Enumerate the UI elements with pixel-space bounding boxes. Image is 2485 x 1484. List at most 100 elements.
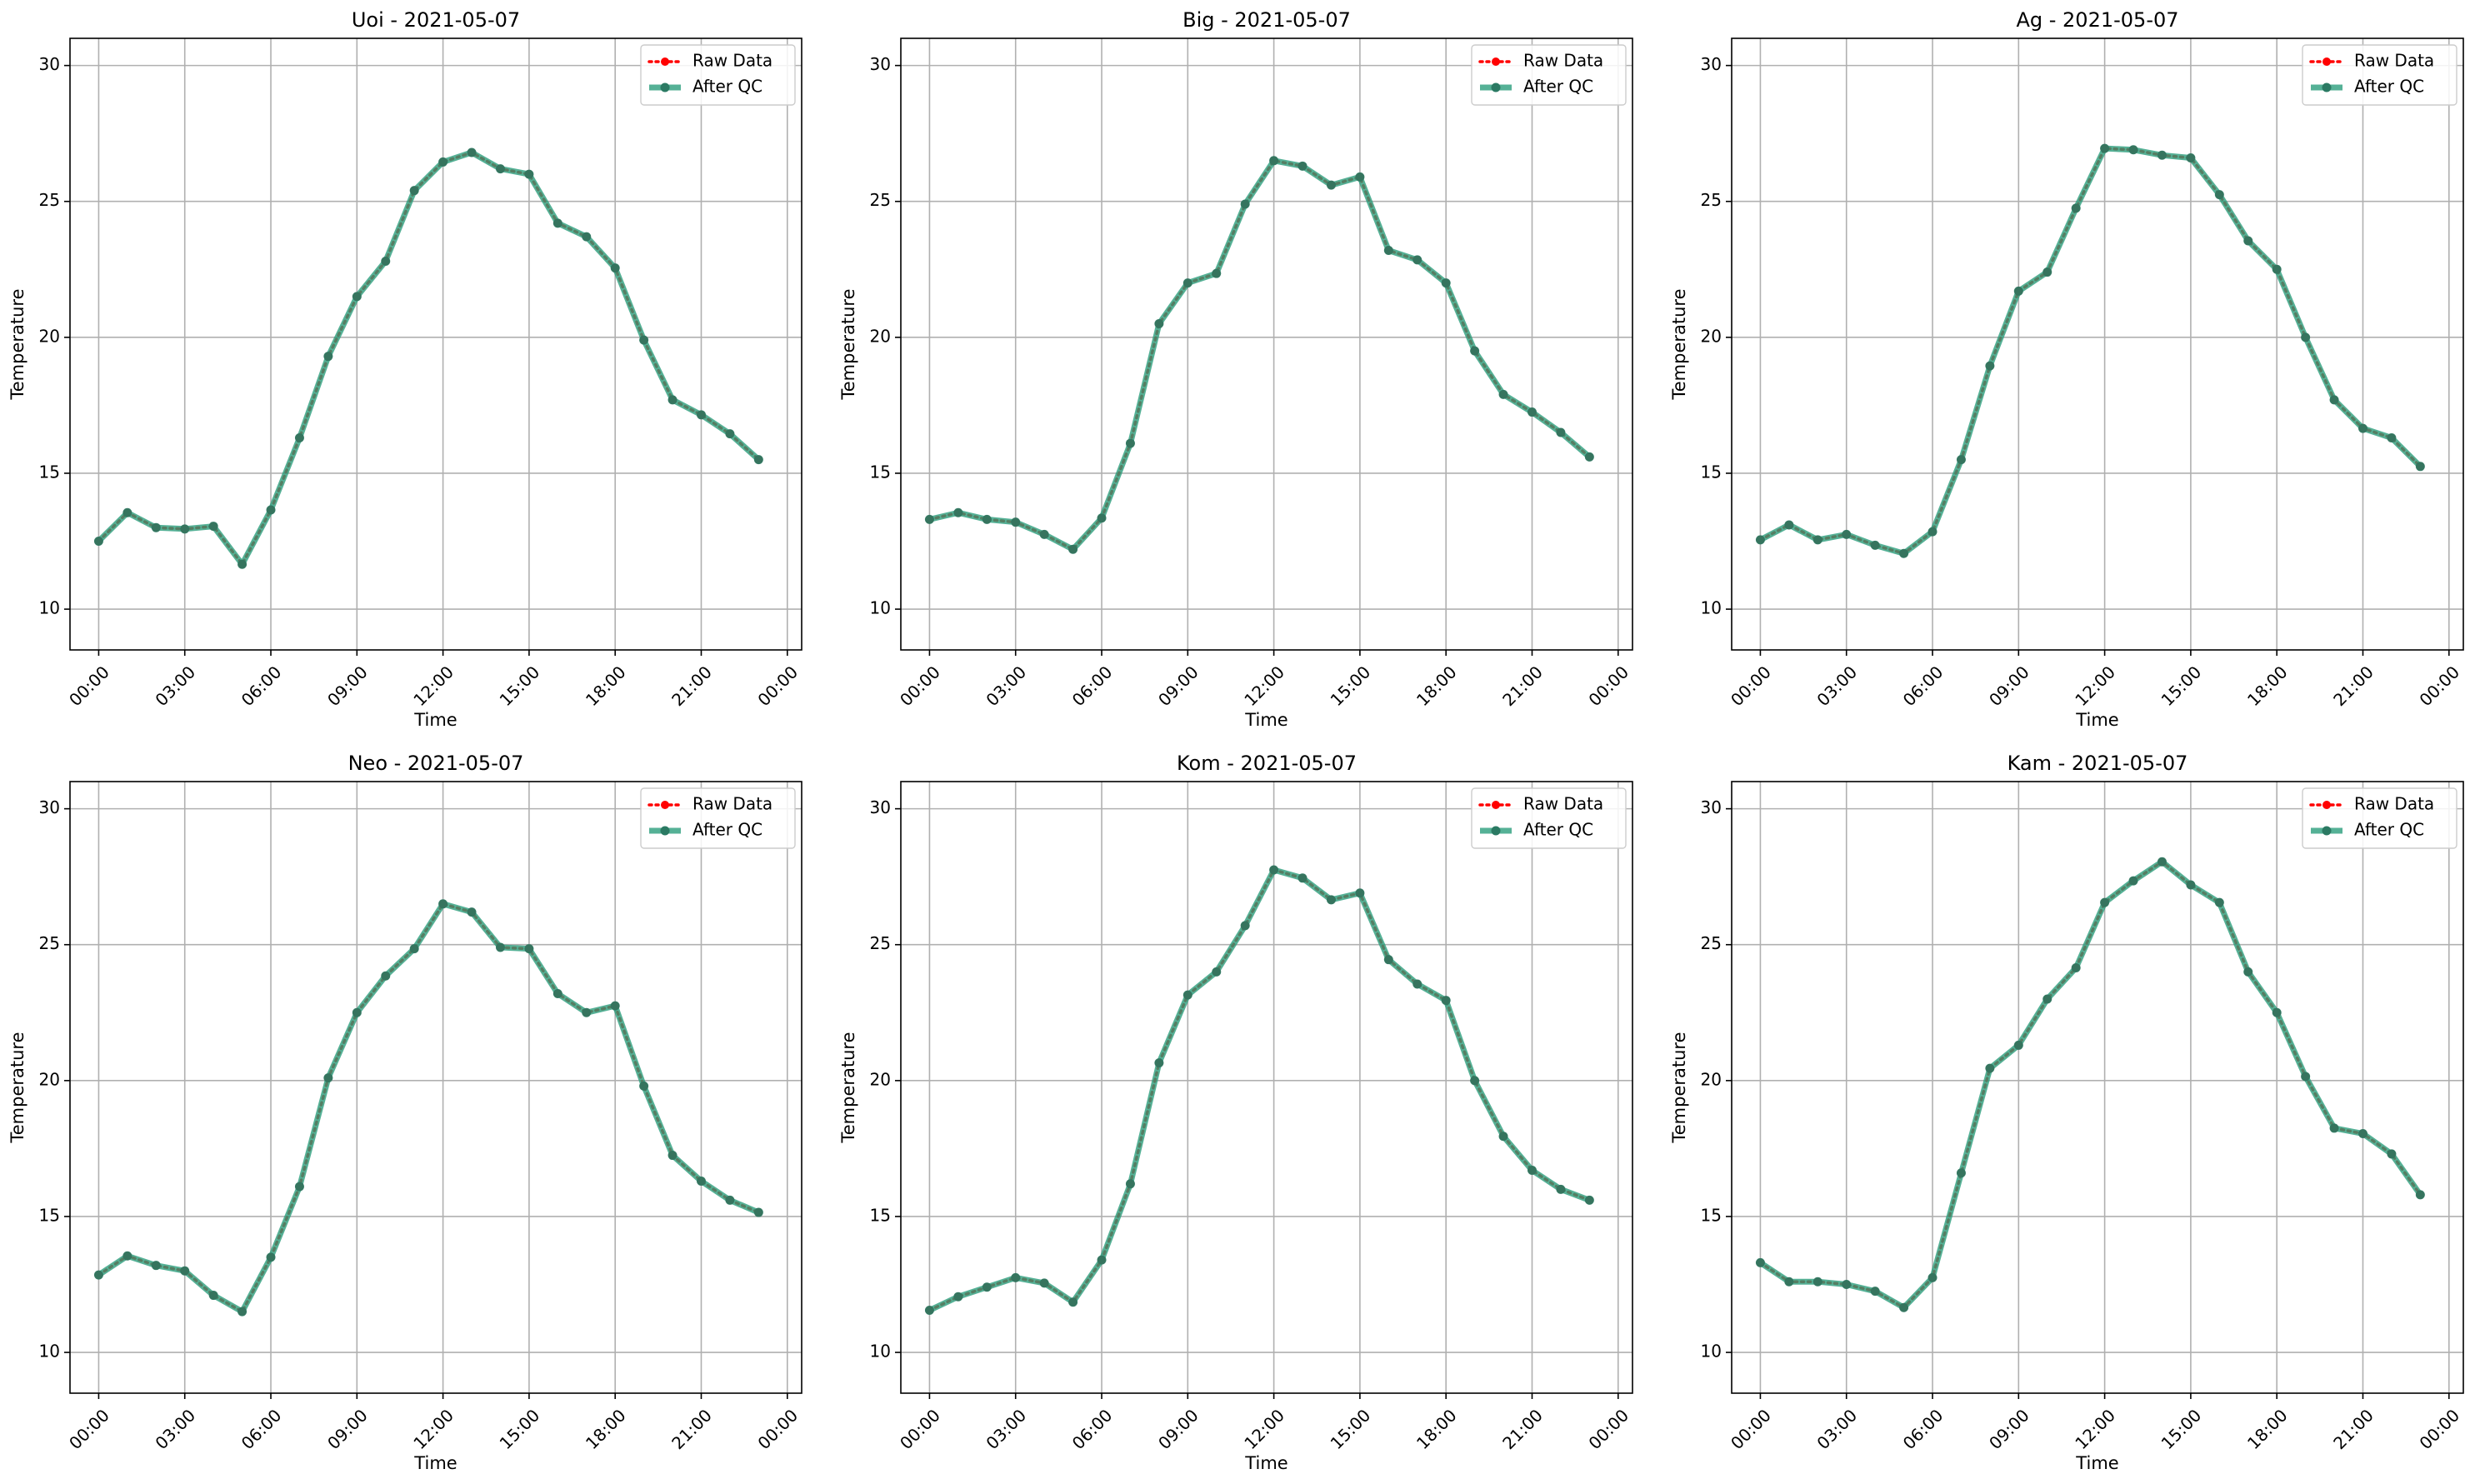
- x-tick-label: 21:00: [668, 1405, 716, 1453]
- y-tick-label: 15: [39, 462, 60, 482]
- data-point-after-qc: [1097, 513, 1107, 523]
- legend-marker-raw-data: [2322, 57, 2331, 66]
- data-point-after-qc: [1956, 455, 1966, 465]
- x-tick-label: 00:00: [753, 1405, 802, 1453]
- data-point-after-qc: [1498, 389, 1508, 399]
- data-point-after-qc: [2013, 286, 2023, 296]
- legend-label-after-qc: After QC: [692, 77, 762, 97]
- data-point-after-qc: [1441, 996, 1451, 1006]
- legend: Raw Data After QC: [2302, 787, 2458, 849]
- data-point-after-qc: [1326, 895, 1336, 905]
- data-point-after-qc: [409, 186, 419, 196]
- y-tick-label: 15: [870, 1205, 891, 1225]
- x-axis-label: Time: [1244, 1453, 1288, 1473]
- data-point-after-qc: [610, 1001, 620, 1011]
- series-line-after-qc: [95, 149, 762, 567]
- y-tick-label: 10: [870, 598, 891, 618]
- data-point-after-qc: [639, 1081, 649, 1091]
- data-point-after-qc: [438, 157, 448, 167]
- data-point-after-qc: [1269, 865, 1279, 875]
- legend-label-raw-data: Raw Data: [1523, 794, 1603, 814]
- data-point-after-qc: [1985, 361, 1995, 371]
- data-point-after-qc: [1039, 1278, 1049, 1288]
- x-tick-label: 21:00: [2329, 662, 2378, 710]
- x-tick-label: 09:00: [323, 662, 372, 710]
- y-axis-label: Temperature: [8, 288, 28, 400]
- y-tick-label: 25: [870, 190, 891, 210]
- data-point-after-qc: [1383, 245, 1393, 255]
- data-point-after-qc: [2358, 423, 2368, 433]
- data-point-after-qc: [552, 218, 562, 228]
- legend-label-raw-data: Raw Data: [2354, 51, 2434, 71]
- data-point-after-qc: [1068, 1297, 1078, 1307]
- data-point-after-qc: [1097, 1255, 1107, 1265]
- subplot-6: 00:00 03:00 06:00 09:00 12:00 15:00 18:00 21:00…: [1669, 752, 2464, 1473]
- x-tick-label: 12:00: [1240, 1405, 1288, 1453]
- x-tick-label: 09:00: [1985, 1405, 2033, 1453]
- legend-marker-raw-data: [1492, 57, 1500, 66]
- data-point-after-qc: [1412, 979, 1422, 989]
- series-line-raw-data: [1758, 147, 2422, 556]
- data-point-after-qc: [1527, 1165, 1537, 1175]
- x-tick-label: 03:00: [151, 662, 199, 710]
- data-point-after-qc: [294, 433, 304, 443]
- data-point-after-qc: [2071, 962, 2081, 972]
- data-point-after-qc: [151, 1261, 161, 1271]
- data-point-after-qc: [2214, 190, 2224, 200]
- series-line-after-qc: [1757, 145, 2423, 557]
- y-tick-label: 10: [870, 1342, 891, 1362]
- data-point-after-qc: [1842, 529, 1852, 539]
- data-point-after-qc: [2415, 462, 2425, 472]
- y-tick-label: 20: [39, 1069, 60, 1089]
- axes-frame: [69, 781, 802, 1394]
- x-axis-label: Time: [413, 1453, 457, 1473]
- data-point-after-qc: [2100, 143, 2110, 153]
- data-point-after-qc: [1039, 529, 1049, 539]
- x-tick-label: 06:00: [238, 662, 286, 710]
- data-point-after-qc: [381, 971, 391, 981]
- data-point-after-qc: [753, 1207, 763, 1217]
- data-point-after-qc: [2042, 994, 2052, 1004]
- data-point-after-qc: [1755, 1257, 1765, 1267]
- data-point-after-qc: [2013, 1040, 2023, 1050]
- data-point-after-qc: [1812, 1277, 1822, 1287]
- legend-label-raw-data: Raw Data: [1523, 51, 1603, 71]
- x-axis-label: Time: [2075, 710, 2118, 730]
- data-point-after-qc: [1011, 517, 1021, 527]
- x-tick-label: 18:00: [2243, 1405, 2292, 1453]
- x-tick-label: 00:00: [65, 662, 113, 710]
- data-point-after-qc: [524, 944, 534, 954]
- x-tick-label: 09:00: [1985, 662, 2033, 710]
- x-tick-label: 12:00: [409, 1405, 458, 1453]
- x-tick-label: 06:00: [1068, 1405, 1117, 1453]
- data-point-after-qc: [953, 1292, 963, 1302]
- x-axis-label: Time: [413, 710, 457, 730]
- chart-title: Big - 2021-05-07: [1182, 8, 1351, 32]
- chart-title: Neo - 2021-05-07: [348, 752, 524, 775]
- y-tick-label: 15: [870, 462, 891, 482]
- data-point-after-qc: [1928, 527, 1938, 537]
- legend-label-after-qc: After QC: [692, 820, 762, 840]
- data-point-after-qc: [2157, 150, 2167, 160]
- data-point-after-qc: [1269, 156, 1279, 166]
- x-tick-label: 15:00: [1327, 1405, 1375, 1453]
- data-point-after-qc: [352, 292, 362, 302]
- data-point-after-qc: [1985, 1063, 1995, 1073]
- legend: Raw Data After QC: [2302, 44, 2458, 106]
- data-point-after-qc: [582, 232, 592, 242]
- data-point-after-qc: [2157, 857, 2167, 867]
- legend-marker-after-qc: [1491, 82, 1501, 92]
- y-tick-label: 15: [1701, 1205, 1722, 1225]
- data-point-after-qc: [1240, 199, 1250, 209]
- legend-label-after-qc: After QC: [1523, 77, 1593, 97]
- data-point-after-qc: [1182, 278, 1192, 288]
- x-tick-label: 15:00: [2158, 1405, 2206, 1453]
- data-point-after-qc: [266, 505, 276, 515]
- data-point-after-qc: [1125, 1179, 1135, 1189]
- data-point-after-qc: [266, 1252, 276, 1262]
- x-tick-label: 18:00: [582, 1405, 630, 1453]
- legend: Raw Data After QC: [1471, 787, 1627, 849]
- x-tick-label: 18:00: [1412, 662, 1461, 710]
- y-tick-label: 30: [870, 54, 891, 74]
